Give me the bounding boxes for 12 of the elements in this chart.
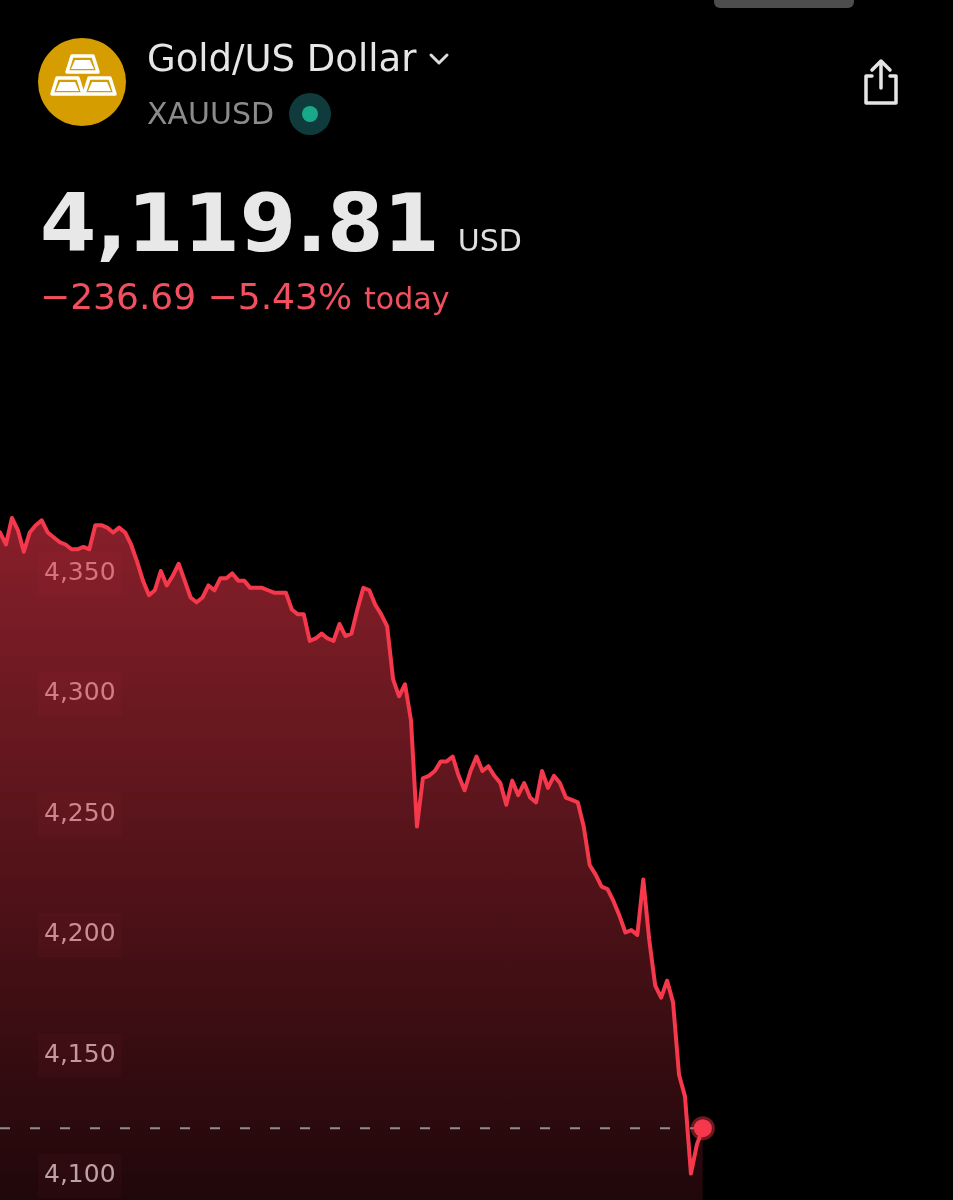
y-tick-label: 4,100: [44, 1159, 116, 1189]
text: −236.69 −5.43%: [40, 276, 353, 317]
y-tick-label: 4,300: [44, 677, 116, 707]
text: 4,119.81: [40, 176, 440, 270]
chart-title: Gold/US Dollar: [147, 37, 417, 80]
text: USD: [457, 223, 522, 258]
y-tick-label: 4,350: [44, 556, 116, 586]
text: today: [364, 281, 450, 316]
chart-subtitle: XAUUSD: [147, 96, 275, 131]
y-tick-label: 4,250: [44, 797, 116, 827]
y-tick-label: 4,200: [44, 918, 116, 948]
y-tick-label: 4,150: [44, 1038, 116, 1068]
